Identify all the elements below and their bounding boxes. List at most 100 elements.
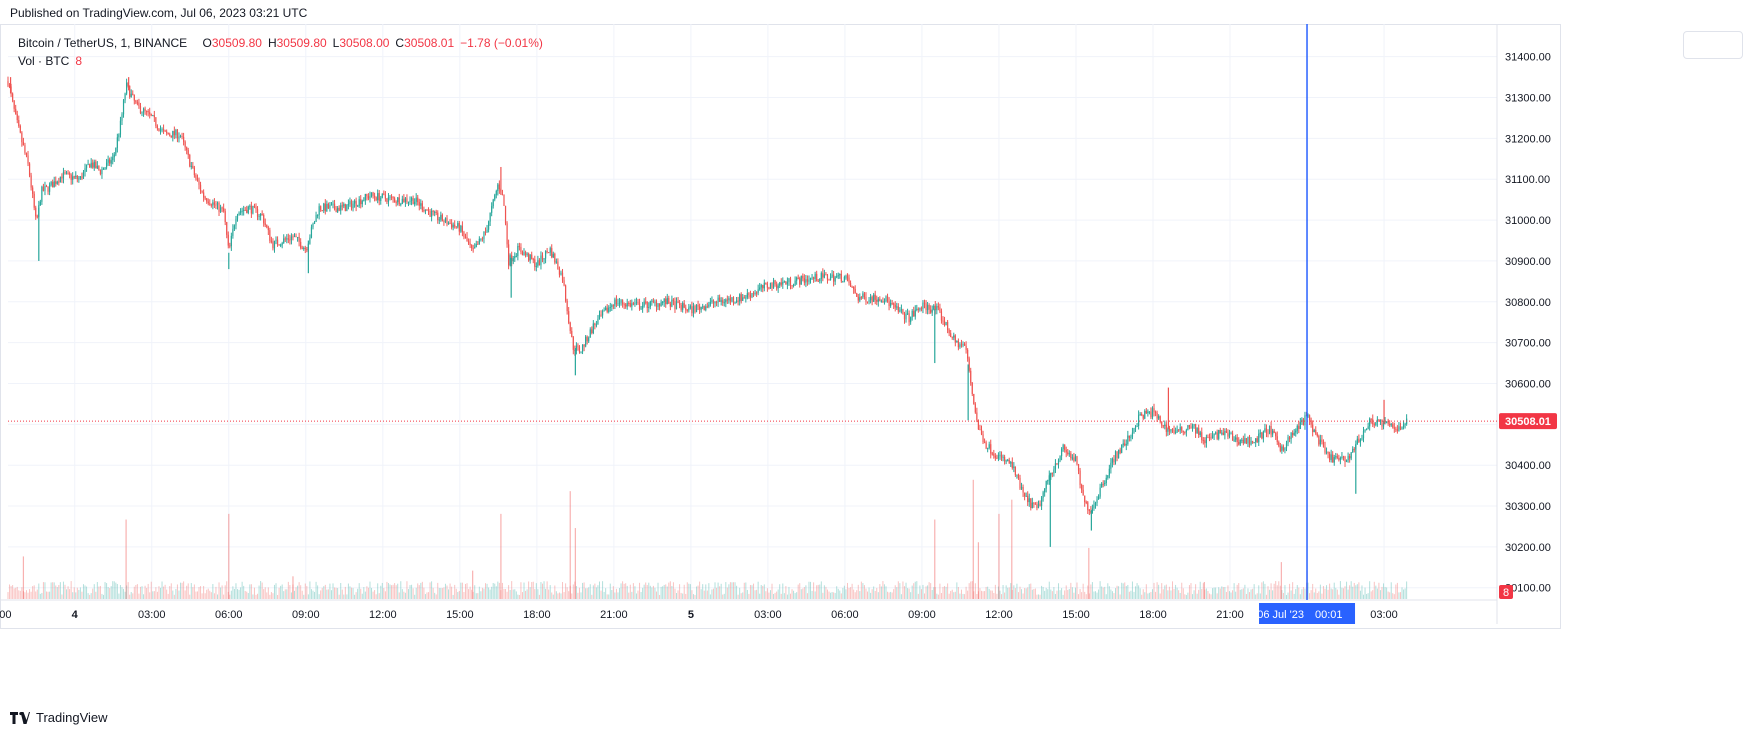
candle-body — [623, 304, 625, 306]
candle-body — [239, 211, 242, 213]
time-axis-tick-label: 09:00 — [292, 609, 320, 621]
volume-bar-spike — [22, 556, 25, 599]
volume-bar — [349, 586, 351, 599]
candle-body — [187, 150, 189, 155]
candle-body — [1113, 458, 1115, 463]
volume-bar — [907, 588, 909, 599]
volume-bar — [796, 592, 798, 599]
volume-bar — [201, 593, 203, 599]
volume-bar — [639, 582, 641, 599]
candle-body — [615, 299, 618, 305]
candle-body — [1361, 438, 1363, 440]
volume-bar — [448, 589, 450, 599]
candle-body — [361, 200, 363, 205]
candle-body — [1272, 430, 1274, 435]
volume-bar — [987, 586, 989, 599]
volume-bar — [1256, 593, 1258, 599]
volume-bar — [887, 591, 889, 599]
candle-body — [785, 281, 787, 285]
candle-body — [862, 293, 864, 298]
chart-frame[interactable]: 31400.00 31300.00 31200.00 31100.00 31000.00… — [0, 24, 1755, 704]
volume-bar — [676, 593, 678, 599]
volume-bar — [612, 586, 614, 599]
volume-bar — [112, 581, 114, 599]
volume-bar — [1222, 587, 1224, 599]
candle-body — [446, 217, 448, 225]
candle-body — [1238, 441, 1240, 445]
legend-symbol[interactable]: Bitcoin / TetherUS, 1, BINANCE — [18, 36, 188, 50]
volume-bar — [223, 594, 225, 599]
candle-body — [133, 94, 135, 101]
candle-body — [583, 344, 585, 347]
candle-body — [578, 346, 581, 353]
volume-bar — [367, 587, 369, 599]
legend-volume-row: Vol · BTC 8 — [18, 52, 543, 70]
candle-body — [1365, 428, 1368, 431]
candle-body — [648, 306, 650, 308]
candle-body — [708, 304, 710, 307]
volume-bar — [1051, 591, 1053, 599]
candle-body — [971, 382, 973, 395]
time-axis-tick-label: 5 — [688, 609, 694, 621]
volume-bar — [917, 593, 919, 599]
volume-bar — [361, 593, 363, 599]
candle-body — [1133, 428, 1135, 433]
candle-body — [87, 164, 89, 166]
volume-bar — [1255, 594, 1257, 599]
volume-bar — [1115, 588, 1117, 599]
candle-body — [577, 345, 579, 347]
volume-bar — [1188, 585, 1190, 599]
volume-bar — [35, 591, 37, 599]
candle-body — [1242, 439, 1244, 444]
volume-bar — [1031, 589, 1033, 599]
candle-body — [1028, 498, 1030, 503]
volume-bar — [856, 590, 858, 599]
candle-body — [631, 303, 633, 307]
candle-body — [1076, 456, 1078, 465]
candle-body — [1239, 439, 1241, 445]
volume-bar — [1036, 594, 1038, 599]
candle-body — [441, 214, 443, 222]
volume-bar — [632, 583, 634, 599]
volume-bar — [623, 583, 625, 599]
volume-bar — [1390, 582, 1392, 599]
candle-body — [1393, 427, 1395, 429]
volume-bar — [1269, 589, 1271, 599]
volume-bar — [273, 584, 275, 599]
volume-bar — [334, 587, 336, 599]
candle-body — [1107, 475, 1109, 478]
volume-bar — [745, 582, 747, 599]
volume-bar — [908, 588, 910, 599]
candle-body — [387, 197, 390, 203]
volume-bar — [290, 592, 292, 599]
volume-bar — [317, 585, 319, 599]
candle-body — [349, 201, 351, 205]
volume-bar — [760, 584, 762, 599]
volume-bar — [911, 585, 913, 599]
candle-body — [350, 201, 353, 209]
candle-body — [1037, 503, 1040, 509]
volume-bar — [783, 593, 785, 599]
candlestick-chart[interactable]: 31400.0031300.0031200.0031100.0031000.00… — [0, 24, 1755, 704]
volume-bar — [973, 591, 975, 599]
volume-bar — [474, 585, 476, 599]
candle-body — [27, 155, 29, 164]
candle-body — [466, 236, 468, 242]
volume-bar — [366, 586, 368, 599]
candle-body — [75, 175, 77, 177]
legend-volume-label[interactable]: Vol · BTC — [18, 54, 70, 68]
volume-bar — [46, 591, 48, 599]
volume-bar — [860, 581, 862, 599]
candle-body — [1024, 492, 1026, 497]
candle-body — [605, 307, 607, 311]
candle-body — [1211, 435, 1214, 438]
price-scale-settings-button[interactable] — [1683, 31, 1743, 59]
tradingview-logo-icon — [10, 711, 30, 724]
candle-body — [1105, 477, 1107, 484]
volume-bar — [1364, 587, 1366, 599]
candle-body — [1268, 426, 1271, 433]
volume-bar — [1399, 592, 1401, 599]
volume-bar — [996, 593, 998, 599]
volume-bar — [1053, 587, 1055, 599]
volume-bar — [1346, 581, 1348, 599]
